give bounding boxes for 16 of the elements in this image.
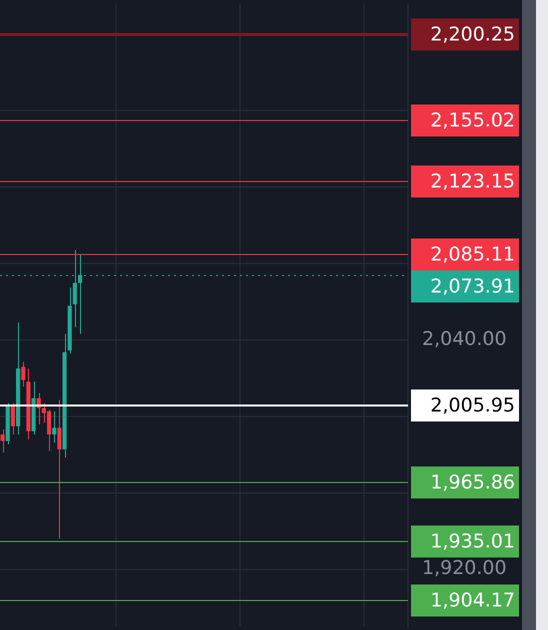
y-tick-label: 1,920.00: [422, 557, 507, 580]
candlestick: [57, 399, 62, 540]
ref-line-label: 2,123.15: [430, 170, 515, 192]
ref-line-label: 1,965.86: [430, 471, 515, 494]
ref-line-label: 2,085.11: [430, 243, 515, 266]
y-tick-label: 2,040.00: [422, 328, 507, 350]
ref-line-label: 2,005.95: [430, 394, 515, 416]
ref-line-label: 2,155.02: [430, 109, 515, 132]
ref-line-label: 1,935.01: [430, 530, 515, 552]
ref-line-label: 2,073.91: [430, 275, 515, 298]
candlestick: [10, 402, 15, 435]
ref-line-label: 2,200.25: [430, 23, 515, 46]
candlestick: [0, 429, 5, 453]
ref-line-label: 1,904.17: [430, 589, 515, 612]
candlestick: [52, 410, 56, 444]
candlestick: [21, 361, 26, 388]
